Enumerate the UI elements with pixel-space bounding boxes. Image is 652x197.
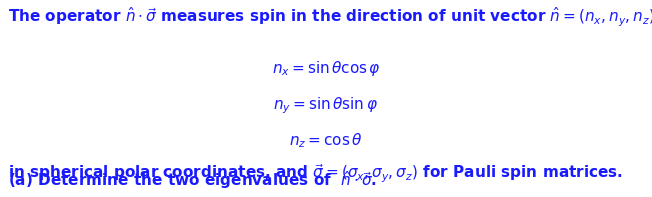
Text: $n_z = \cos\theta$: $n_z = \cos\theta$ <box>289 131 363 150</box>
Text: $n_x = \sin\theta\cos\varphi$: $n_x = \sin\theta\cos\varphi$ <box>272 59 380 78</box>
Text: in spherical polar coordinates, and $\vec{\sigma} = \left(\sigma_x, \sigma_y, \s: in spherical polar coordinates, and $\ve… <box>8 163 623 185</box>
Text: $n_y = \sin\theta\sin\varphi$: $n_y = \sin\theta\sin\varphi$ <box>273 96 379 116</box>
Text: The operator $\hat{n} \cdot \vec{\sigma}$ measures spin in the direction of unit: The operator $\hat{n} \cdot \vec{\sigma}… <box>8 6 652 29</box>
Text: (a) Determine the two eigenvalues of  $\hat{n} \cdot \vec{\sigma}$.: (a) Determine the two eigenvalues of $\h… <box>8 169 377 191</box>
